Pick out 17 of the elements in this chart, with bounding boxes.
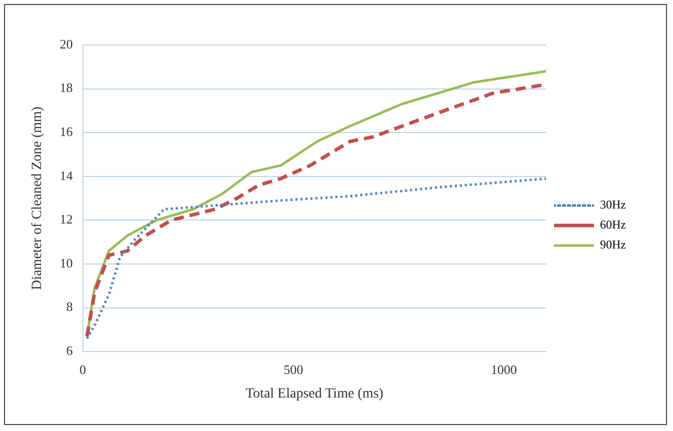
x-axis-title: Total Elapsed Time (ms) [245, 386, 384, 402]
y-tick-label: 16 [60, 124, 74, 140]
y-tick-label: 18 [60, 80, 73, 96]
y-tick-label: 20 [60, 36, 73, 52]
y-tick-label: 8 [66, 299, 73, 314]
x-tick-label: 0 [80, 362, 86, 377]
y-axis-title: Diameter of Cleaned Zone (mm) [30, 106, 46, 290]
legend-label: 90Hz [600, 238, 626, 252]
x-tick-label: 500 [284, 362, 304, 377]
y-tick-label: 10 [60, 255, 73, 270]
legend-label: 60Hz [600, 218, 626, 232]
x-tick-label: 1000 [490, 362, 517, 377]
y-tick-label: 14 [60, 168, 74, 183]
legend-label: 30Hz [600, 198, 626, 212]
y-tick-label: 6 [66, 343, 74, 358]
y-tick-label: 12 [60, 212, 73, 227]
line-series [86, 177, 546, 340]
